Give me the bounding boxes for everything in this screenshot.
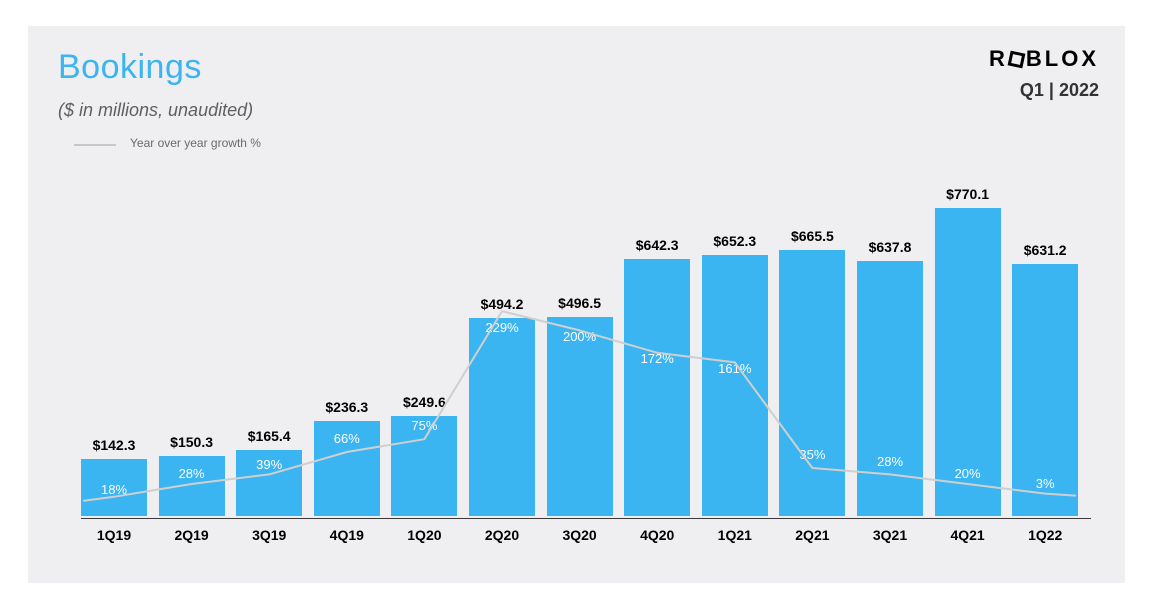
- x-tick-label: 3Q20: [562, 527, 596, 543]
- bar-slot: $249.675%: [391, 416, 457, 516]
- bar-slot: $494.2229%: [469, 318, 535, 516]
- chart-plot-area: $142.318%$150.328%$165.439%$236.366%$249…: [81, 196, 1091, 516]
- legend-label: Year over year growth %: [130, 136, 261, 150]
- growth-pct-label: 35%: [779, 447, 845, 462]
- x-tick-label: 2Q20: [485, 527, 519, 543]
- bar: $631.23%: [1012, 264, 1078, 516]
- bar-value-label: $142.3: [81, 437, 147, 453]
- bar-value-label: $249.6: [391, 394, 457, 410]
- brand-block: RBLOX Q1 | 2022: [989, 46, 1099, 101]
- bar-value-label: $652.3: [702, 233, 768, 249]
- bar-value-label: $665.5: [779, 228, 845, 244]
- bar-slot: $642.3172%: [624, 259, 690, 516]
- growth-pct-label: 18%: [81, 482, 147, 497]
- roblox-logo: RBLOX: [989, 46, 1099, 72]
- bar: $236.366%: [314, 421, 380, 516]
- chart-title: Bookings: [58, 48, 202, 87]
- growth-pct-label: 3%: [1012, 476, 1078, 491]
- x-tick-label: 1Q22: [1028, 527, 1062, 543]
- bar-slot: $496.5200%: [547, 317, 613, 516]
- growth-pct-label: 172%: [624, 351, 690, 366]
- bar: $496.5200%: [547, 317, 613, 516]
- bar-value-label: $150.3: [159, 434, 225, 450]
- chart-subtitle: ($ in millions, unaudited): [58, 100, 253, 121]
- bar-value-label: $165.4: [236, 428, 302, 444]
- bar-value-label: $631.2: [1012, 242, 1078, 258]
- bar-slot: $150.328%: [159, 456, 225, 516]
- x-tick-label: 2Q19: [174, 527, 208, 543]
- x-tick-label: 4Q21: [950, 527, 984, 543]
- growth-pct-label: 75%: [391, 418, 457, 433]
- bar: $770.120%: [935, 208, 1001, 516]
- growth-pct-label: 28%: [159, 466, 225, 481]
- bar: $642.3172%: [624, 259, 690, 516]
- bar: $150.328%: [159, 456, 225, 516]
- growth-pct-label: 161%: [702, 361, 768, 376]
- x-tick-label: 1Q21: [718, 527, 752, 543]
- growth-pct-label: 229%: [469, 320, 535, 335]
- report-period: Q1 | 2022: [989, 80, 1099, 101]
- bar-value-label: $494.2: [469, 296, 535, 312]
- growth-pct-label: 66%: [314, 431, 380, 446]
- bar-slot: $665.535%: [779, 250, 845, 516]
- bar-value-label: $642.3: [624, 237, 690, 253]
- bar: $637.828%: [857, 261, 923, 516]
- growth-pct-label: 39%: [236, 457, 302, 472]
- growth-pct-label: 20%: [935, 466, 1001, 481]
- x-tick-label: 2Q21: [795, 527, 829, 543]
- growth-pct-label: 28%: [857, 454, 923, 469]
- legend-swatch-line: [74, 144, 116, 146]
- bar: $652.3161%: [702, 255, 768, 516]
- bar: $665.535%: [779, 250, 845, 516]
- bar-slot: $770.120%: [935, 208, 1001, 516]
- bar: $249.675%: [391, 416, 457, 516]
- x-tick-label: 4Q19: [330, 527, 364, 543]
- bar-slot: $142.318%: [81, 459, 147, 516]
- bar-slot: $637.828%: [857, 261, 923, 516]
- bar: $494.2229%: [469, 318, 535, 516]
- growth-pct-label: 200%: [547, 329, 613, 344]
- x-tick-label: 4Q20: [640, 527, 674, 543]
- x-axis: 1Q19 2Q19 3Q19 4Q19 1Q20 2Q20 3Q20 4Q20 1Q21 2Q21…: [81, 518, 1091, 547]
- bar-slot: $165.439%: [236, 450, 302, 516]
- x-tick-label: 1Q19: [97, 527, 131, 543]
- bar-value-label: $236.3: [314, 399, 380, 415]
- slide-background: Bookings ($ in millions, unaudited) Year…: [28, 26, 1125, 583]
- bar-value-label: $496.5: [547, 295, 613, 311]
- x-tick-label: 3Q21: [873, 527, 907, 543]
- x-tick-label: 1Q20: [407, 527, 441, 543]
- x-tick-label: 3Q19: [252, 527, 286, 543]
- bar-slot: $631.23%: [1012, 264, 1078, 516]
- bar-value-label: $637.8: [857, 239, 923, 255]
- bar: $142.318%: [81, 459, 147, 516]
- roblox-logo-square-icon: [1007, 51, 1025, 69]
- bookings-chart: $142.318%$150.328%$165.439%$236.366%$249…: [81, 196, 1091, 546]
- bar-value-label: $770.1: [935, 186, 1001, 202]
- bar-slot: $236.366%: [314, 421, 380, 516]
- bar-slot: $652.3161%: [702, 255, 768, 516]
- bar: $165.439%: [236, 450, 302, 516]
